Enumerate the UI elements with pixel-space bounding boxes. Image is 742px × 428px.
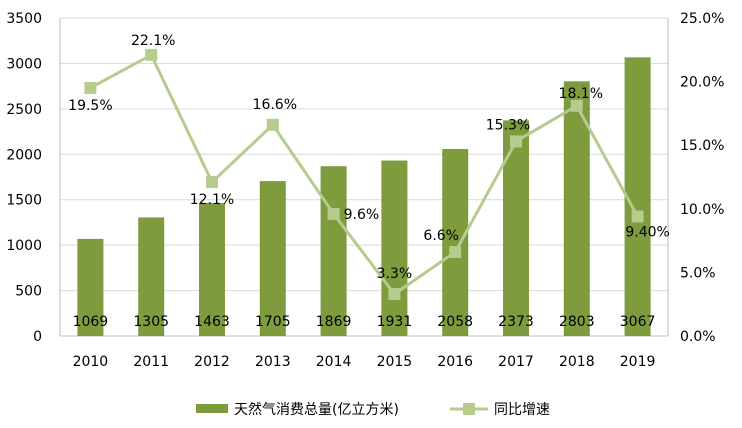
growth-marker-2015 [388,288,401,301]
bar-value-label: 2058 [437,314,473,330]
growth-marker-2011 [145,48,158,61]
bar-2010 [77,238,104,336]
y-right-tick-label: 10.0% [680,202,724,218]
x-category-label: 2016 [437,354,473,370]
growth-value-label: 12.1% [190,192,234,208]
legend-swatch-bar [196,404,228,413]
bar-2017 [503,120,529,336]
growth-marker-2013 [266,118,279,131]
y-right-tick-label: 25.0% [680,11,724,27]
legend-swatch-marker [463,403,475,415]
x-category-label: 2019 [620,354,656,370]
bar-value-label: 1931 [377,314,413,330]
bar-value-label: 2803 [559,314,595,330]
y-left-tick-label: 3000 [6,56,42,72]
legend-label-line: 同比增速 [494,402,550,418]
bar-value-label: 2373 [498,314,534,330]
y-left-tick-label: 3500 [6,11,42,27]
x-category-label: 2013 [255,354,291,370]
growth-marker-2010 [84,81,97,94]
y-left-tick-label: 1000 [6,238,42,254]
y-left-tick-label: 0 [33,329,42,345]
legend-label-bar: 天然气消费总量(亿立方米) [234,401,399,418]
growth-marker-2018 [570,99,583,112]
x-category-label: 2017 [498,354,534,370]
y-left-tick-label: 500 [15,284,42,300]
bar-value-label: 3067 [620,314,656,330]
bar-2011 [138,217,165,336]
y-left-tick-label: 1500 [6,193,42,209]
growth-marker-2017 [510,135,522,148]
growth-value-label: 16.6% [253,97,297,113]
growth-value-label: 19.5% [68,98,112,114]
bar-2013 [259,181,286,336]
y-left-tick-label: 2000 [6,147,42,163]
bar-value-label: 1069 [73,314,109,330]
y-left-tick-label: 2500 [6,102,42,118]
growth-value-label: 3.3% [377,266,413,282]
bar-value-label: 1705 [255,314,291,330]
growth-value-label: 15.3% [486,117,530,133]
x-category-label: 2014 [316,354,352,370]
bar-2019 [624,57,651,336]
growth-line [89,52,639,297]
x-category-label: 2018 [559,354,595,370]
bar-2016 [442,149,469,336]
x-category-label: 2015 [377,354,413,370]
growth-marker-2012 [206,176,218,189]
x-category-label: 2010 [73,354,109,370]
y-right-tick-label: 15.0% [680,138,724,154]
growth-value-label: 22.1% [131,33,175,49]
bar-value-label: 1463 [194,314,230,330]
growth-value-label: 6.6% [423,228,459,244]
bar-2012 [199,203,225,336]
growth-value-label: 9.40% [625,224,669,240]
growth-value-label: 9.6% [344,207,380,223]
bar-2014 [320,166,347,336]
growth-marker-2014 [327,207,340,220]
x-category-label: 2012 [194,354,230,370]
bar-2015 [381,160,408,336]
y-right-tick-label: 5.0% [680,265,716,281]
y-right-tick-label: 0.0% [680,329,716,345]
growth-marker-2019 [631,210,644,223]
y-right-tick-label: 20.0% [680,75,724,91]
x-category-label: 2011 [133,354,169,370]
growth-marker-2016 [449,246,462,259]
bar-value-label: 1869 [316,314,352,330]
growth-value-label: 18.1% [559,86,603,102]
bar-value-label: 1305 [133,314,169,330]
